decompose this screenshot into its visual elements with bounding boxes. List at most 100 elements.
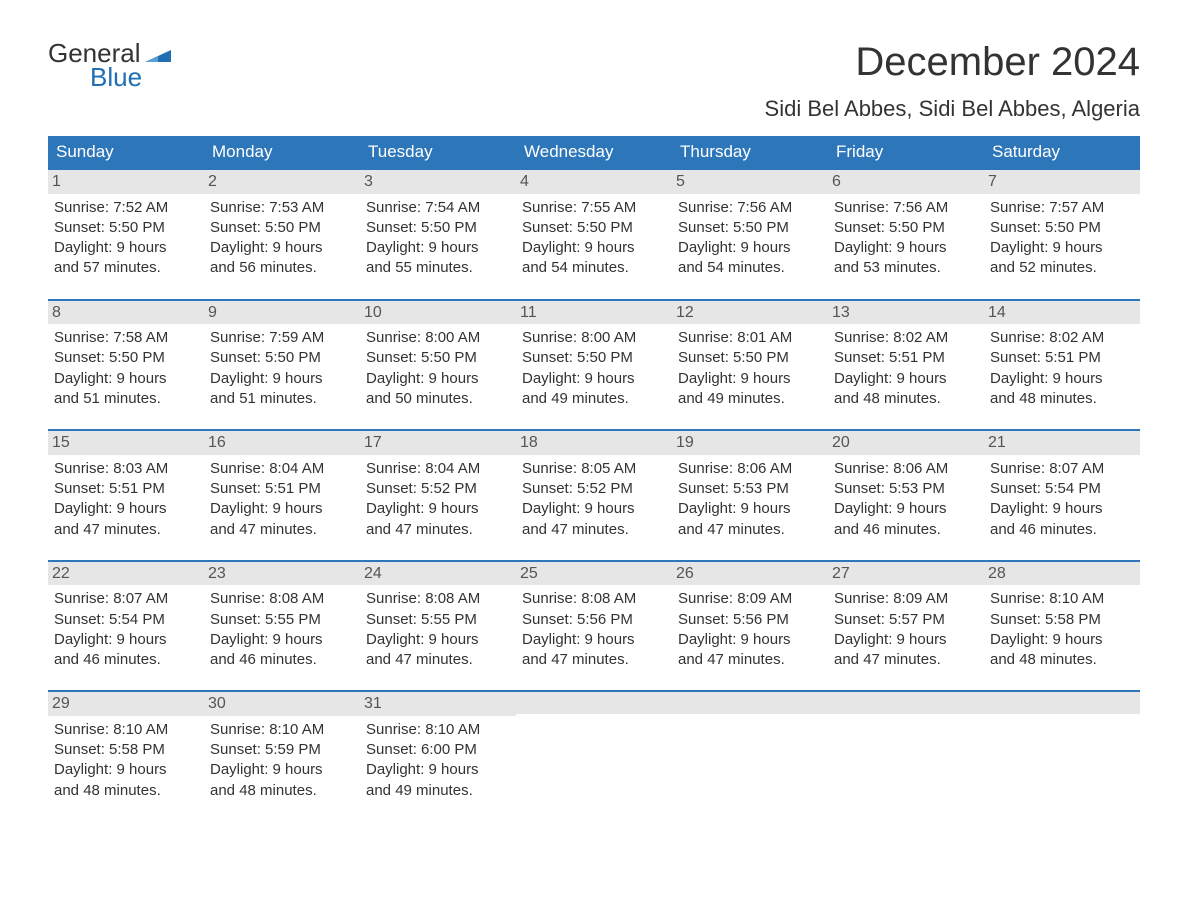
cell-sunset: Sunset: 6:00 PM <box>366 740 510 760</box>
cell-sunrise: Sunrise: 8:09 AM <box>678 589 822 609</box>
date-number: 24 <box>360 562 516 586</box>
date-number: 12 <box>672 301 828 325</box>
calendar-cell: 13Sunrise: 8:02 AMSunset: 5:51 PMDayligh… <box>828 301 984 416</box>
cell-dl2: and 47 minutes. <box>522 520 666 540</box>
cell-dl1: Daylight: 9 hours <box>522 630 666 650</box>
date-number: 19 <box>672 431 828 455</box>
date-number: 10 <box>360 301 516 325</box>
date-number: 30 <box>204 692 360 716</box>
cell-dl1: Daylight: 9 hours <box>366 630 510 650</box>
cell-dl2: and 47 minutes. <box>522 650 666 670</box>
cell-sunrise: Sunrise: 8:08 AM <box>522 589 666 609</box>
cell-sunset: Sunset: 5:50 PM <box>54 218 198 238</box>
cell-dl2: and 46 minutes. <box>834 520 978 540</box>
cell-sunrise: Sunrise: 7:57 AM <box>990 198 1134 218</box>
cell-dl1: Daylight: 9 hours <box>522 238 666 258</box>
cell-dl1: Daylight: 9 hours <box>210 499 354 519</box>
cell-sunset: Sunset: 5:50 PM <box>54 348 198 368</box>
cell-sunrise: Sunrise: 7:56 AM <box>834 198 978 218</box>
cell-dl2: and 51 minutes. <box>210 389 354 409</box>
calendar-cell: 8Sunrise: 7:58 AMSunset: 5:50 PMDaylight… <box>48 301 204 416</box>
cell-dl1: Daylight: 9 hours <box>990 369 1134 389</box>
cell-dl2: and 48 minutes. <box>54 781 198 801</box>
cell-sunset: Sunset: 5:57 PM <box>834 610 978 630</box>
cell-sunset: Sunset: 5:54 PM <box>990 479 1134 499</box>
calendar-day-header: Sunday Monday Tuesday Wednesday Thursday… <box>48 136 1140 168</box>
calendar-cell: 29Sunrise: 8:10 AMSunset: 5:58 PMDayligh… <box>48 692 204 807</box>
cell-sunset: Sunset: 5:50 PM <box>522 218 666 238</box>
cell-sunrise: Sunrise: 8:09 AM <box>834 589 978 609</box>
cell-dl1: Daylight: 9 hours <box>990 499 1134 519</box>
cell-dl1: Daylight: 9 hours <box>54 238 198 258</box>
cell-dl1: Daylight: 9 hours <box>54 369 198 389</box>
logo-flag-icon <box>145 46 171 62</box>
logo: General Blue <box>48 40 171 90</box>
cell-sunrise: Sunrise: 8:00 AM <box>522 328 666 348</box>
cell-sunset: Sunset: 5:50 PM <box>678 218 822 238</box>
cell-sunrise: Sunrise: 7:58 AM <box>54 328 198 348</box>
cell-dl1: Daylight: 9 hours <box>678 238 822 258</box>
calendar-cell: 4Sunrise: 7:55 AMSunset: 5:50 PMDaylight… <box>516 170 672 285</box>
cell-sunrise: Sunrise: 7:56 AM <box>678 198 822 218</box>
cell-dl2: and 47 minutes. <box>678 520 822 540</box>
date-number: 3 <box>360 170 516 194</box>
date-number <box>984 692 1140 714</box>
cell-dl2: and 47 minutes. <box>210 520 354 540</box>
cell-dl2: and 48 minutes. <box>990 650 1134 670</box>
cell-dl1: Daylight: 9 hours <box>210 369 354 389</box>
cell-dl1: Daylight: 9 hours <box>990 238 1134 258</box>
cell-dl2: and 54 minutes. <box>678 258 822 278</box>
cell-dl1: Daylight: 9 hours <box>54 499 198 519</box>
cell-dl1: Daylight: 9 hours <box>522 499 666 519</box>
cell-sunrise: Sunrise: 8:04 AM <box>366 459 510 479</box>
cell-sunset: Sunset: 5:58 PM <box>54 740 198 760</box>
cell-dl2: and 52 minutes. <box>990 258 1134 278</box>
day-header-thu: Thursday <box>672 136 828 168</box>
cell-dl2: and 46 minutes. <box>210 650 354 670</box>
date-number <box>516 692 672 714</box>
cell-sunrise: Sunrise: 7:59 AM <box>210 328 354 348</box>
date-number <box>828 692 984 714</box>
cell-dl1: Daylight: 9 hours <box>834 630 978 650</box>
cell-dl1: Daylight: 9 hours <box>834 238 978 258</box>
calendar-cell: 30Sunrise: 8:10 AMSunset: 5:59 PMDayligh… <box>204 692 360 807</box>
date-number: 5 <box>672 170 828 194</box>
day-header-mon: Monday <box>204 136 360 168</box>
date-number: 21 <box>984 431 1140 455</box>
cell-sunset: Sunset: 5:50 PM <box>834 218 978 238</box>
date-number: 28 <box>984 562 1140 586</box>
calendar-week: 15Sunrise: 8:03 AMSunset: 5:51 PMDayligh… <box>48 429 1140 546</box>
cell-sunset: Sunset: 5:51 PM <box>990 348 1134 368</box>
cell-dl2: and 49 minutes. <box>522 389 666 409</box>
date-number: 14 <box>984 301 1140 325</box>
cell-sunrise: Sunrise: 8:00 AM <box>366 328 510 348</box>
calendar-cell: 24Sunrise: 8:08 AMSunset: 5:55 PMDayligh… <box>360 562 516 677</box>
cell-sunrise: Sunrise: 8:01 AM <box>678 328 822 348</box>
date-number: 4 <box>516 170 672 194</box>
cell-sunset: Sunset: 5:56 PM <box>678 610 822 630</box>
weeks-container: 1Sunrise: 7:52 AMSunset: 5:50 PMDaylight… <box>48 168 1140 807</box>
cell-dl2: and 50 minutes. <box>366 389 510 409</box>
calendar-cell: 12Sunrise: 8:01 AMSunset: 5:50 PMDayligh… <box>672 301 828 416</box>
cell-dl2: and 57 minutes. <box>54 258 198 278</box>
cell-dl1: Daylight: 9 hours <box>54 760 198 780</box>
cell-sunset: Sunset: 5:52 PM <box>522 479 666 499</box>
date-number: 27 <box>828 562 984 586</box>
cell-dl1: Daylight: 9 hours <box>678 630 822 650</box>
calendar-cell: 23Sunrise: 8:08 AMSunset: 5:55 PMDayligh… <box>204 562 360 677</box>
cell-dl2: and 47 minutes. <box>834 650 978 670</box>
date-number: 11 <box>516 301 672 325</box>
logo-text-blue: Blue <box>90 64 171 90</box>
cell-sunset: Sunset: 5:50 PM <box>210 218 354 238</box>
calendar-cell: 2Sunrise: 7:53 AMSunset: 5:50 PMDaylight… <box>204 170 360 285</box>
cell-dl1: Daylight: 9 hours <box>522 369 666 389</box>
cell-sunrise: Sunrise: 7:53 AM <box>210 198 354 218</box>
cell-sunset: Sunset: 5:53 PM <box>834 479 978 499</box>
cell-sunset: Sunset: 5:50 PM <box>366 348 510 368</box>
date-number: 6 <box>828 170 984 194</box>
calendar-cell: 22Sunrise: 8:07 AMSunset: 5:54 PMDayligh… <box>48 562 204 677</box>
calendar-cell: 26Sunrise: 8:09 AMSunset: 5:56 PMDayligh… <box>672 562 828 677</box>
cell-dl2: and 47 minutes. <box>54 520 198 540</box>
calendar-cell: 17Sunrise: 8:04 AMSunset: 5:52 PMDayligh… <box>360 431 516 546</box>
cell-sunset: Sunset: 5:50 PM <box>210 348 354 368</box>
